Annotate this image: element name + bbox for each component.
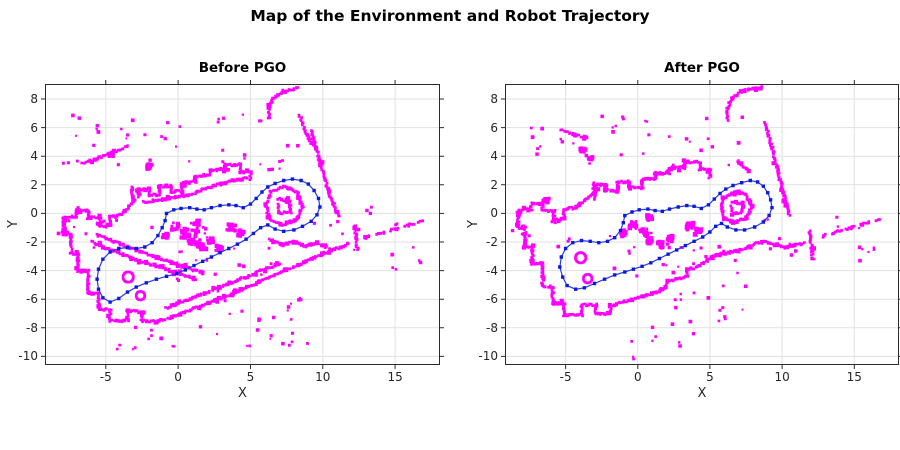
x-tick-label-after: 10 [774,370,790,384]
grid-lines-before [45,84,440,365]
plot-after [501,80,900,369]
y-tick-label-after: 4 [490,149,498,164]
axes-box-before [45,84,440,365]
y-tick-label-before: -8 [26,320,38,335]
x-tick-label-after: 0 [633,370,642,384]
y-tick-label-before: 0 [30,206,38,221]
x-tick-label-before: 0 [174,370,182,384]
plot-title-after: After PGO [664,60,740,76]
y-tick-label-after: -6 [486,292,498,307]
figure-title: Map of the Environment and Robot Traject… [250,7,650,25]
x-axis-label-before: X [238,386,247,401]
y-tick-label-before: 2 [30,177,38,192]
y-tick-label-before: 4 [30,149,38,164]
plot-title-before: Before PGO [198,60,287,76]
tick-marks-after [501,80,900,369]
y-tick-label-before: -2 [26,235,38,250]
map-points-after [510,85,881,361]
y-tick-label-before: 8 [30,92,38,106]
y-tick-label-before: -6 [26,292,38,307]
x-axis-label-after: X [697,386,707,401]
y-tick-label-before: -4 [26,263,38,278]
y-tick-label-before: -10 [18,349,38,364]
x-tick-label-before: 5 [246,370,255,384]
y-tick-label-after: 0 [490,206,498,221]
tick-marks-before [41,80,444,369]
y-tick-label-after: -10 [478,349,498,364]
x-tick-label-before: 10 [315,370,331,384]
y-tick-label-before: 6 [30,120,38,135]
y-tick-label-after: 2 [490,177,498,192]
grid-lines-after [505,84,899,365]
y-tick-label-after: 8 [490,92,498,106]
y-tick-label-after: 6 [490,120,498,135]
x-tick-label-after: 15 [846,370,862,384]
x-tick-label-after: -5 [559,370,572,384]
x-tick-label-before: -5 [99,370,112,384]
x-tick-label-after: 5 [706,370,714,384]
y-tick-label-after: -2 [486,235,498,250]
x-tick-label-before: 15 [387,370,403,384]
map-points-before [56,86,424,351]
y-tick-label-after: -8 [486,320,498,335]
y-tick-label-after: -4 [486,263,498,278]
plot-before [41,80,444,369]
axes-box-after [505,84,899,365]
